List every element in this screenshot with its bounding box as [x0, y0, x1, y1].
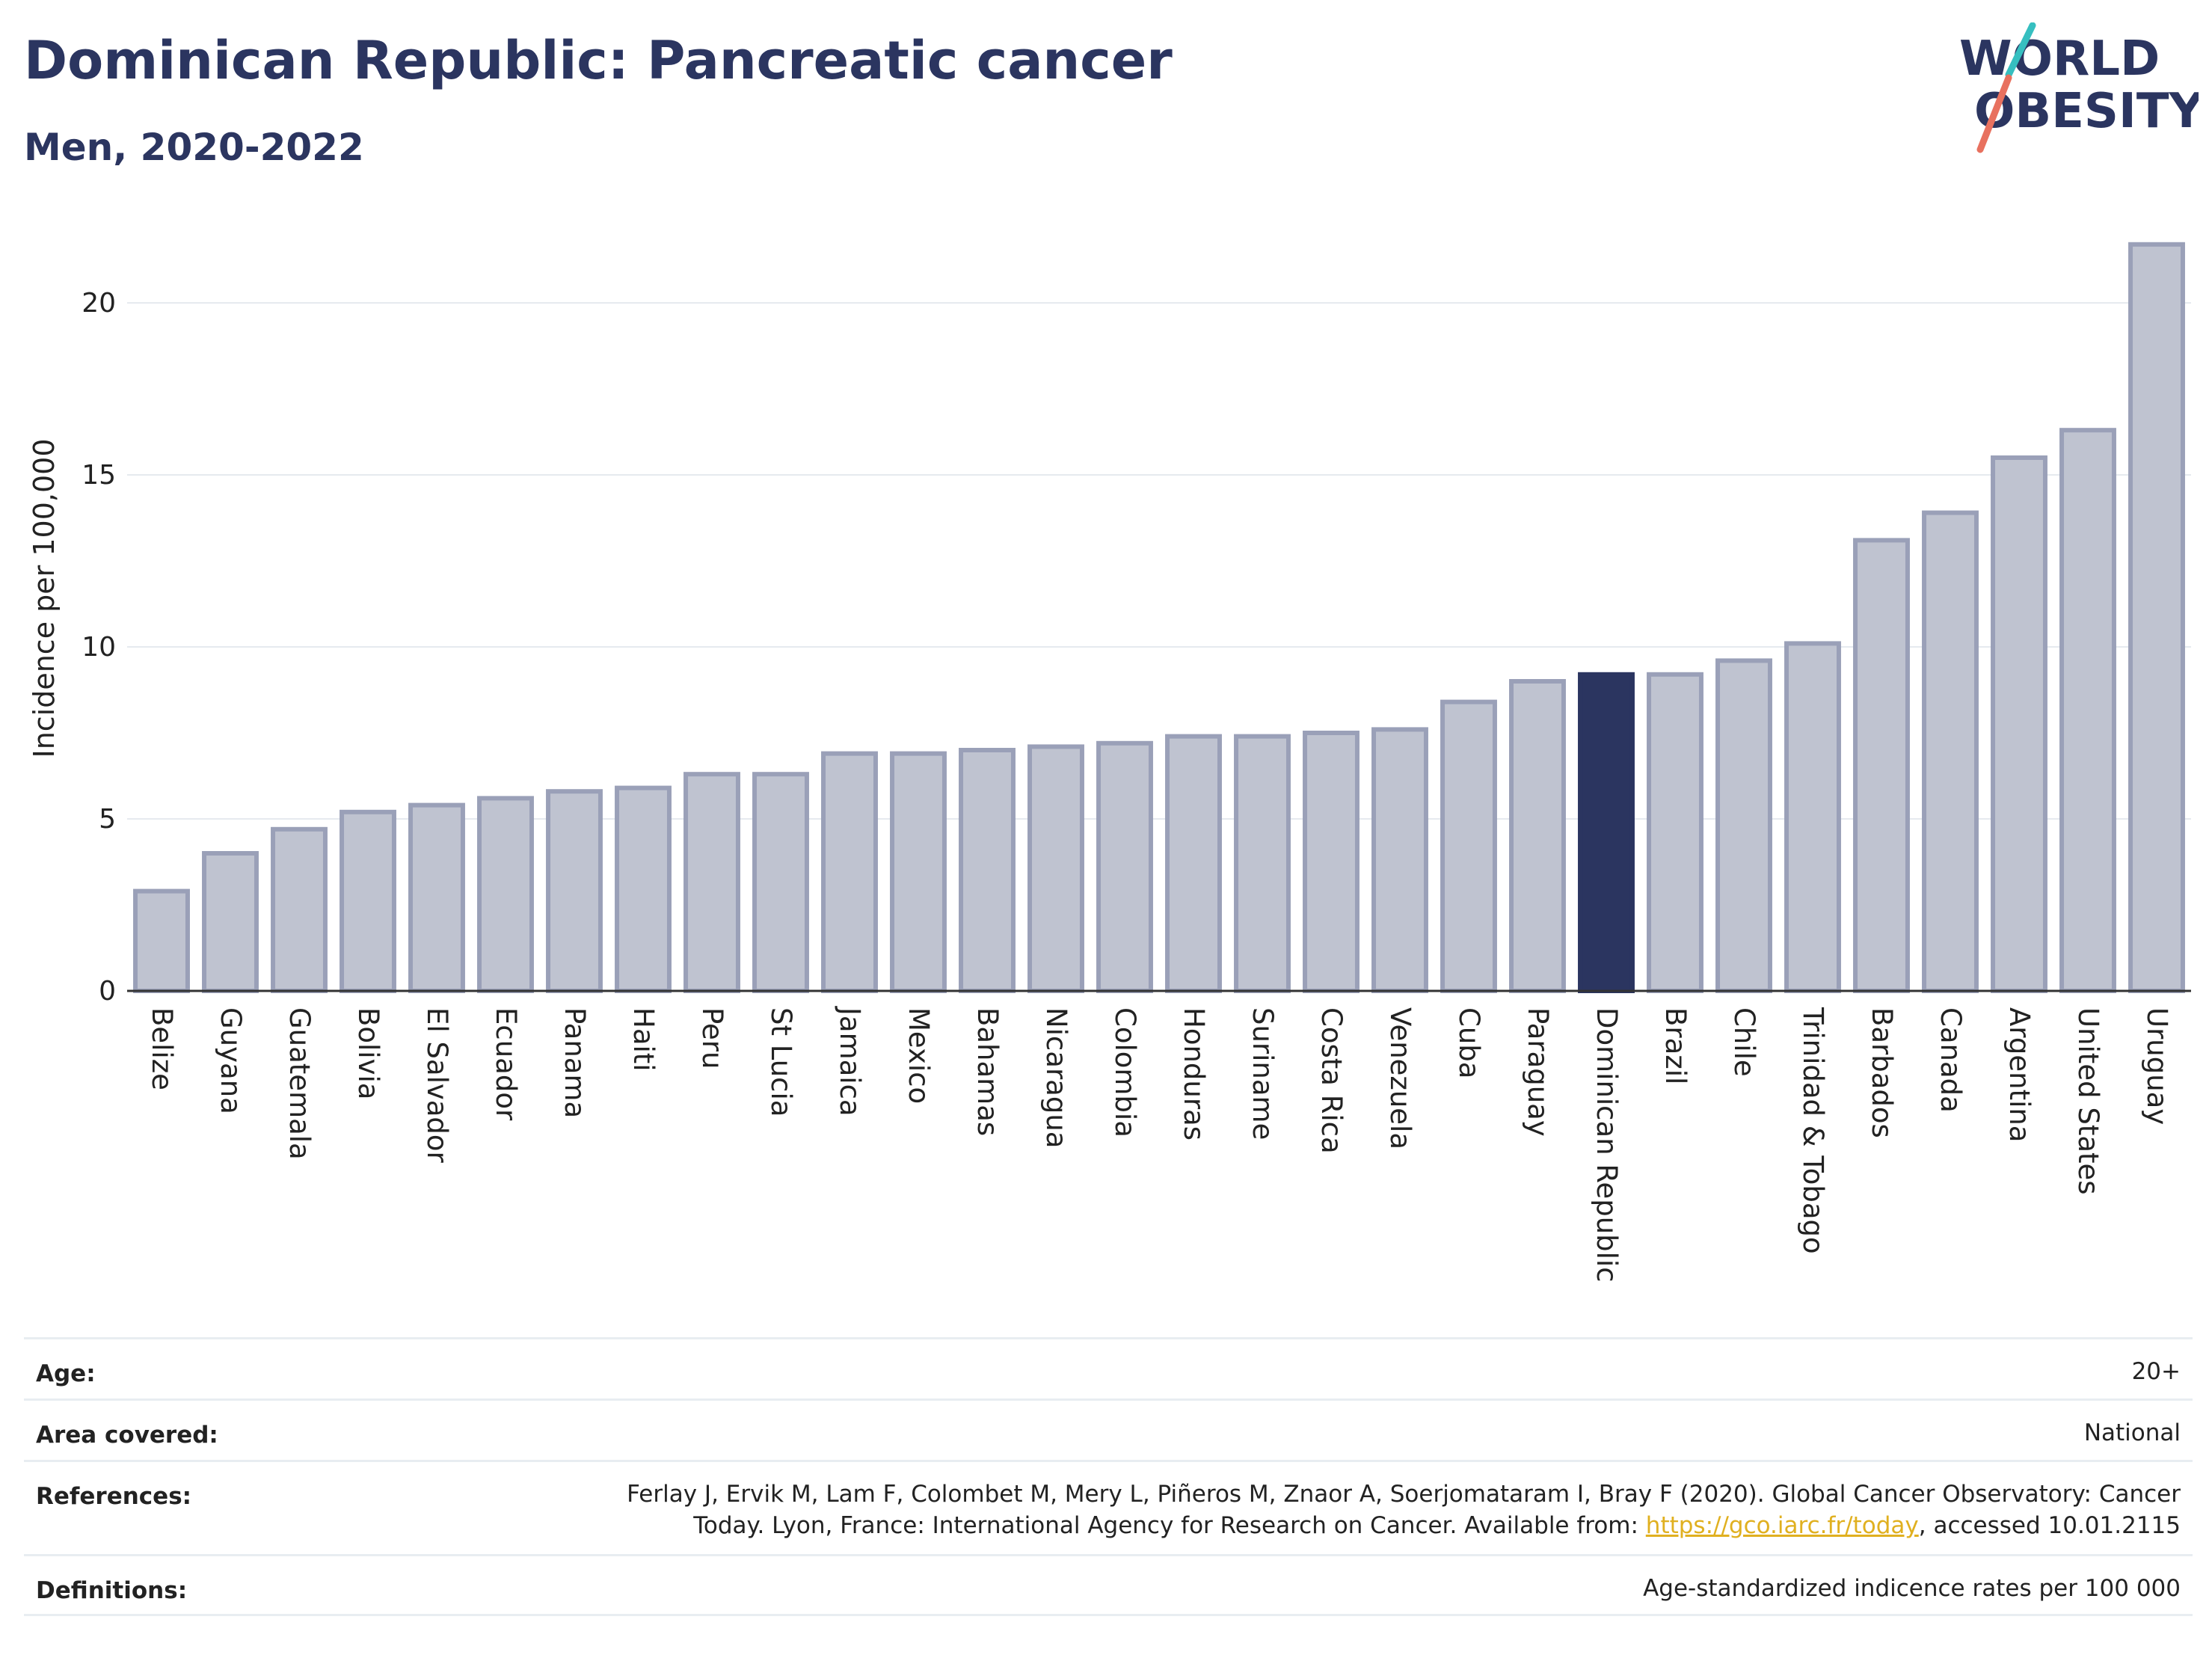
- references-line-1: Ferlay J, Ervik M, Lam F, Colombet M, Me…: [627, 1481, 2181, 1508]
- bar-uruguay: [2128, 242, 2185, 993]
- bar-united-states: [2059, 428, 2116, 993]
- bar-bahamas: [959, 748, 1016, 993]
- logo-slash-coral: [1976, 74, 2012, 153]
- x-tick-label-honduras: Honduras: [1178, 1007, 1210, 1140]
- area-row: Area covered: National: [24, 1398, 2193, 1461]
- references-label: References:: [36, 1483, 192, 1510]
- definitions-value: Age-standardized indicence rates per 100…: [1643, 1575, 2181, 1602]
- y-tick-label-10: 10: [82, 632, 116, 663]
- x-tick-label-ecuador: Ecuador: [490, 1007, 522, 1121]
- chart-subtitle: Men, 2020-2022: [24, 126, 364, 169]
- bar-el-salvador: [408, 802, 465, 993]
- bar-chile: [1715, 658, 1772, 994]
- world-obesity-logo: WORLD OBESITY: [1959, 22, 2199, 153]
- bar-chart: 0 5 10 15 20 Incidence per 100,000 Belize Guyan…: [28, 242, 2191, 1283]
- x-tick-label-trinidad-tobago: Trinidad & Tobago: [1797, 1007, 1829, 1254]
- bar-guatemala: [271, 826, 328, 994]
- x-tick-label-cuba: Cuba: [1453, 1007, 1485, 1078]
- x-tick-label-mexico: Mexico: [903, 1007, 935, 1104]
- y-tick-label-20: 20: [82, 288, 116, 319]
- bar-paraguay: [1509, 679, 1566, 993]
- bar-bolivia: [340, 809, 396, 994]
- definitions-row: Definitions: Age-standardized indicence …: [24, 1554, 2193, 1616]
- x-tick-label-haiti: Haiti: [627, 1007, 660, 1072]
- logo-slash-teal: [2005, 22, 2036, 79]
- area-label: Area covered:: [36, 1422, 218, 1449]
- bar-belize: [133, 888, 190, 993]
- table-bottom-border: [24, 1614, 2193, 1616]
- references-line-2: Today. Lyon, France: International Agenc…: [627, 1510, 2181, 1541]
- bar-argentina: [1991, 455, 2047, 993]
- x-tick-label-peru: Peru: [696, 1007, 728, 1069]
- definitions-label: Definitions:: [36, 1577, 188, 1604]
- bar-costa-rica: [1303, 731, 1360, 993]
- x-tick-label-bolivia: Bolivia: [352, 1007, 384, 1099]
- references-line-2-pre: Today. Lyon, France: International Agenc…: [693, 1512, 1646, 1539]
- x-tick-label-paraguay: Paraguay: [1522, 1007, 1554, 1137]
- bar-colombia: [1096, 740, 1153, 993]
- x-tick-label-jamaica: Jamaica: [834, 1006, 866, 1117]
- x-tick-label-bahamas: Bahamas: [971, 1007, 1004, 1136]
- bar-cuba: [1440, 699, 1497, 993]
- references-link[interactable]: https://gco.iarc.fr/today: [1645, 1512, 1919, 1539]
- bar-haiti: [615, 785, 672, 993]
- bar-trinidad-tobago: [1784, 641, 1841, 994]
- age-label: Age:: [36, 1360, 96, 1387]
- y-tick-label-0: 0: [99, 976, 116, 1007]
- references-line-2-post: , accessed 10.01.2115: [1918, 1512, 2181, 1539]
- x-tick-label-chile: Chile: [1728, 1007, 1760, 1077]
- chart-title: Dominican Republic: Pancreatic cancer: [24, 30, 1173, 91]
- x-tick-label-belize: Belize: [146, 1007, 178, 1090]
- x-tick-label-suriname: Suriname: [1247, 1007, 1279, 1140]
- bar-barbados: [1853, 538, 1910, 993]
- x-tick-label-brazil: Brazil: [1659, 1007, 1692, 1084]
- x-tick-label-uruguay: Uruguay: [2141, 1007, 2173, 1125]
- bar-panama: [546, 789, 603, 993]
- x-tick-label-argentina: Argentina: [2003, 1007, 2036, 1142]
- bar-nicaragua: [1027, 744, 1084, 994]
- area-value: National: [2083, 1419, 2181, 1446]
- x-tick-label-canada: Canada: [1935, 1007, 1967, 1113]
- bar-mexico: [890, 751, 947, 993]
- bar-guyana: [202, 851, 259, 993]
- references-row: References: Ferlay J, Ervik M, Lam F, Co…: [24, 1460, 2193, 1555]
- x-tick-label-guatemala: Guatemala: [283, 1007, 316, 1160]
- x-tick-label-venezuela: Venezuela: [1384, 1007, 1416, 1149]
- bar-peru: [683, 772, 740, 993]
- age-value: 20+: [2131, 1358, 2181, 1385]
- y-tick-label-5: 5: [99, 804, 116, 835]
- bar-ecuador: [477, 796, 534, 994]
- bar-honduras: [1165, 734, 1222, 993]
- y-tick-label-15: 15: [82, 460, 116, 491]
- x-tick-label-guyana: Guyana: [215, 1007, 247, 1114]
- bar-dominican-republic: [1578, 672, 1635, 993]
- x-tick-label-st-lucia: St Lucia: [765, 1007, 797, 1117]
- logo-text-world: WORLD: [1959, 31, 2160, 87]
- logo-text-obesity: OBESITY: [1974, 84, 2199, 139]
- x-tick-label-el-salvador: El Salvador: [421, 1007, 453, 1164]
- y-axis-label: Incidence per 100,000: [28, 438, 61, 758]
- age-row: Age: 20+: [24, 1337, 2193, 1399]
- x-tick-label-costa-rica: Costa Rica: [1315, 1007, 1348, 1154]
- bar-jamaica: [821, 751, 878, 993]
- bar-suriname: [1234, 734, 1291, 993]
- x-tick-label-dominican-republic: Dominican Republic: [1591, 1007, 1623, 1283]
- bar-brazil: [1647, 672, 1703, 993]
- references-value: Ferlay J, Ervik M, Lam F, Colombet M, Me…: [627, 1479, 2181, 1541]
- x-tick-label-colombia: Colombia: [1109, 1007, 1141, 1137]
- x-tick-label-united-states: United States: [2072, 1007, 2104, 1195]
- bar-canada: [1922, 510, 1979, 993]
- bar-st-lucia: [752, 772, 809, 993]
- bar-venezuela: [1371, 727, 1428, 994]
- x-tick-label-nicaragua: Nicaragua: [1040, 1007, 1072, 1148]
- x-tick-label-barbados: Barbados: [1866, 1007, 1898, 1138]
- x-tick-label-panama: Panama: [559, 1007, 591, 1118]
